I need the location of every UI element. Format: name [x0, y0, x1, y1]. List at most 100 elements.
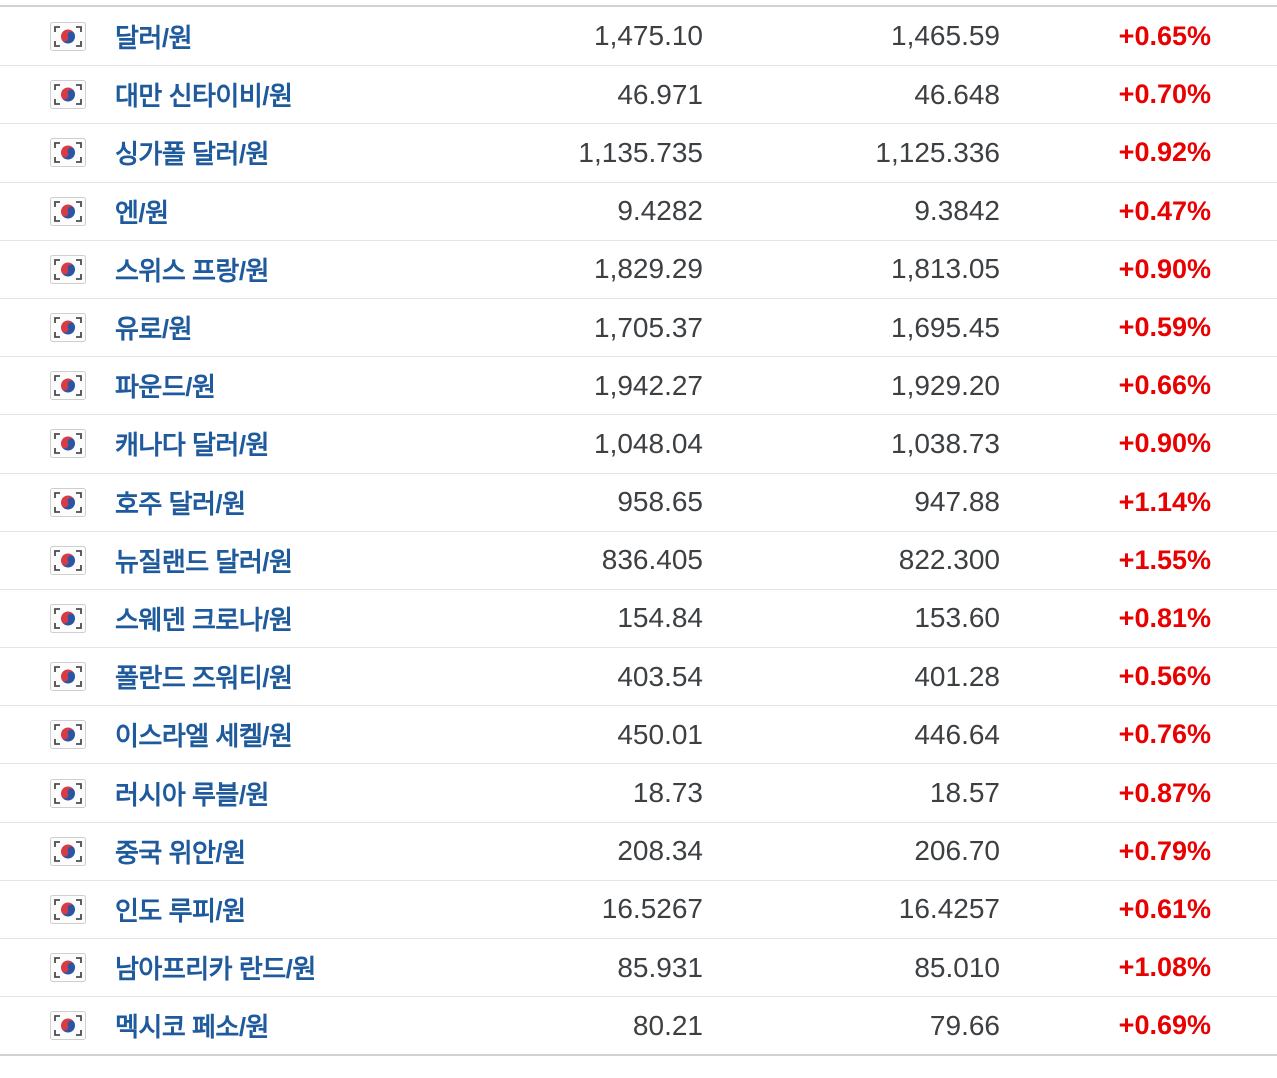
- currency-pair-link[interactable]: 스위스 프랑/원: [115, 255, 269, 286]
- rate-value-2: 446.64: [914, 718, 1000, 750]
- south-korea-flag-icon: [50, 894, 86, 924]
- south-korea-flag-icon: [50, 138, 86, 168]
- rate-value-2: 16.4257: [898, 893, 1000, 925]
- currency-row[interactable]: 캐나다 달러/원 1,048.04 1,038.73 +0.90%: [0, 414, 1277, 473]
- currency-row[interactable]: 유로/원 1,705.37 1,695.45 +0.59%: [0, 297, 1277, 357]
- south-korea-flag-icon: [50, 603, 86, 633]
- currency-pair-link[interactable]: 남아프리카 란드/원: [115, 954, 316, 985]
- south-korea-flag-icon: [50, 371, 86, 401]
- currency-row[interactable]: 스웨덴 크로나/원 154.84 153.60 +0.81%: [0, 588, 1277, 648]
- currency-row[interactable]: 싱가폴 달러/원 1,135.735 1,125.336 +0.92%: [0, 123, 1277, 182]
- change-percent: +0.66%: [1118, 370, 1211, 401]
- south-korea-flag-icon: [50, 720, 86, 750]
- change-percent: +0.76%: [1118, 719, 1211, 750]
- rate-value-1: 1,048.04: [594, 427, 703, 459]
- change-percent: +0.90%: [1118, 428, 1211, 459]
- change-percent: +0.90%: [1118, 253, 1211, 284]
- change-percent: +1.55%: [1118, 544, 1211, 575]
- south-korea-flag-icon: [50, 21, 86, 51]
- change-percent: +0.70%: [1118, 79, 1211, 110]
- currency-row[interactable]: 달러/원 1,475.10 1,465.59 +0.65%: [0, 7, 1277, 66]
- change-percent: +0.92%: [1118, 137, 1211, 168]
- currency-pair-link[interactable]: 엔/원: [115, 197, 169, 228]
- currency-row[interactable]: 러시아 루블/원 18.73 18.57 +0.87%: [0, 763, 1277, 822]
- currency-row[interactable]: 뉴질랜드 달러/원 836.405 822.300 +1.55%: [0, 530, 1277, 589]
- currency-pair-link[interactable]: 달러/원: [115, 22, 192, 53]
- change-percent: +1.08%: [1118, 952, 1211, 983]
- currency-row[interactable]: 스위스 프랑/원 1,829.29 1,813.05 +0.90%: [0, 239, 1277, 298]
- rate-value-2: 1,465.59: [891, 20, 1000, 52]
- rate-value-1: 18.73: [632, 777, 703, 809]
- south-korea-flag-icon: [50, 313, 86, 343]
- currency-row[interactable]: 인도 루피/원 16.5267 16.4257 +0.61%: [0, 879, 1277, 938]
- rate-value-1: 1,135.735: [578, 136, 703, 168]
- rate-value-1: 16.5267: [601, 893, 703, 925]
- south-korea-flag-icon: [50, 254, 86, 284]
- rate-value-1: 9.4282: [617, 195, 703, 227]
- rate-value-1: 836.405: [601, 544, 703, 576]
- rate-value-1: 80.21: [632, 1009, 703, 1041]
- currency-row[interactable]: 대만 신타이비/원 46.971 46.648 +0.70%: [0, 65, 1277, 124]
- currency-pair-link[interactable]: 싱가폴 달러/원: [115, 139, 269, 170]
- currency-pair-link[interactable]: 캐나다 달러/원: [115, 430, 269, 461]
- currency-row[interactable]: 파운드/원 1,942.27 1,929.20 +0.66%: [0, 356, 1277, 415]
- change-percent: +0.47%: [1118, 195, 1211, 226]
- south-korea-flag-icon: [50, 80, 86, 110]
- change-percent: +0.79%: [1118, 835, 1211, 866]
- currency-pair-link[interactable]: 스웨덴 크로나/원: [115, 604, 293, 635]
- rate-value-2: 85.010: [914, 951, 1000, 983]
- currency-pair-link[interactable]: 폴란드 즈워티/원: [115, 663, 293, 694]
- currency-row[interactable]: 엔/원 9.4282 9.3842 +0.47%: [0, 181, 1277, 240]
- currency-pair-link[interactable]: 중국 위안/원: [115, 837, 246, 868]
- currency-pair-link[interactable]: 유로/원: [115, 314, 192, 345]
- rate-value-1: 450.01: [617, 718, 703, 750]
- change-percent: +0.65%: [1118, 20, 1211, 51]
- south-korea-flag-icon: [50, 429, 86, 459]
- south-korea-flag-icon: [50, 545, 86, 575]
- rate-value-1: 46.971: [617, 78, 703, 110]
- rate-value-2: 18.57: [929, 777, 1000, 809]
- currency-pair-link[interactable]: 멕시코 페소/원: [115, 1012, 269, 1043]
- rate-value-2: 401.28: [914, 660, 1000, 692]
- rate-value-1: 958.65: [617, 486, 703, 518]
- south-korea-flag-icon: [50, 836, 86, 866]
- rate-value-1: 1,705.37: [594, 311, 703, 343]
- change-percent: +0.59%: [1118, 312, 1211, 343]
- rate-value-2: 46.648: [914, 78, 1000, 110]
- rate-value-2: 822.300: [898, 544, 1000, 576]
- south-korea-flag-icon: [50, 953, 86, 983]
- currency-row[interactable]: 멕시코 페소/원 80.21 79.66 +0.69%: [0, 996, 1277, 1055]
- rate-value-2: 1,695.45: [891, 311, 1000, 343]
- change-percent: +0.81%: [1118, 602, 1211, 633]
- currency-pair-link[interactable]: 호주 달러/원: [115, 488, 246, 519]
- rate-value-1: 1,475.10: [594, 20, 703, 52]
- change-percent: +0.56%: [1118, 661, 1211, 692]
- rate-value-1: 1,942.27: [594, 369, 703, 401]
- rate-value-2: 153.60: [914, 602, 1000, 634]
- change-percent: +0.61%: [1118, 893, 1211, 924]
- change-percent: +0.87%: [1118, 777, 1211, 808]
- rate-value-2: 947.88: [914, 486, 1000, 518]
- rate-value-1: 208.34: [617, 835, 703, 867]
- rate-value-2: 1,038.73: [891, 427, 1000, 459]
- currency-row[interactable]: 남아프리카 란드/원 85.931 85.010 +1.08%: [0, 938, 1277, 997]
- currency-row[interactable]: 중국 위안/원 208.34 206.70 +0.79%: [0, 821, 1277, 880]
- rate-value-1: 403.54: [617, 660, 703, 692]
- currency-row[interactable]: 호주 달러/원 958.65 947.88 +1.14%: [0, 472, 1277, 531]
- south-korea-flag-icon: [50, 1011, 86, 1041]
- rate-value-2: 1,813.05: [891, 253, 1000, 285]
- south-korea-flag-icon: [50, 487, 86, 517]
- currency-pair-link[interactable]: 이스라엘 세켈/원: [115, 721, 293, 752]
- currency-row[interactable]: 이스라엘 세켈/원 450.01 446.64 +0.76%: [0, 705, 1277, 764]
- south-korea-flag-icon: [50, 778, 86, 808]
- currency-pair-link[interactable]: 파운드/원: [115, 372, 216, 403]
- currency-pair-link[interactable]: 러시아 루블/원: [115, 779, 269, 810]
- south-korea-flag-icon: [50, 662, 86, 692]
- currency-row[interactable]: 폴란드 즈워티/원 403.54 401.28 +0.56%: [0, 647, 1277, 706]
- change-percent: +0.69%: [1118, 1010, 1211, 1041]
- currency-pair-link[interactable]: 대만 신타이비/원: [115, 81, 293, 112]
- rate-value-1: 85.931: [617, 951, 703, 983]
- change-percent: +1.14%: [1118, 486, 1211, 517]
- currency-pair-link[interactable]: 뉴질랜드 달러/원: [115, 546, 293, 577]
- currency-pair-link[interactable]: 인도 루피/원: [115, 895, 246, 926]
